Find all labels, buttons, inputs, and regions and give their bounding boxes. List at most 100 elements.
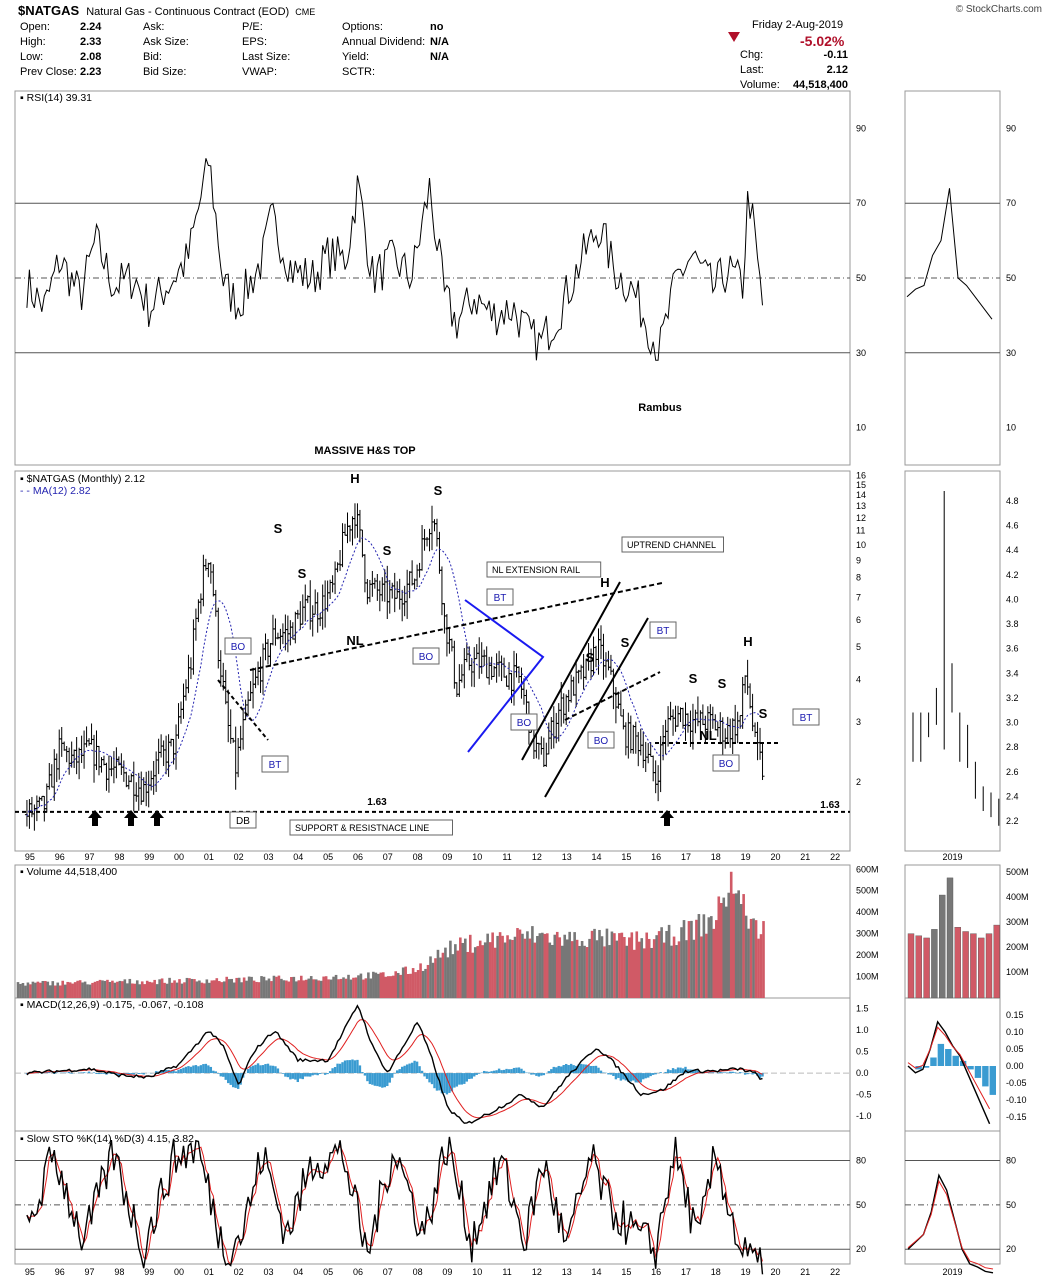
dividend-value: N/A [430,36,449,48]
macd-histogram-bar [532,1073,536,1075]
price-y-tick: 9 [856,555,861,565]
volume-bar [424,968,427,998]
volume-bar [374,972,378,998]
watermark: © StockCharts.com [955,4,1042,15]
text-callout-label: NL EXTENSION RAIL [492,565,580,575]
bid-size-label: Bid Size: [143,66,187,78]
chg-value: -0.11 [823,49,848,61]
volume-bar [536,935,539,998]
macd-histogram-bar [217,1073,220,1074]
volume-bar [111,980,114,998]
volume-bar [381,972,385,998]
x-tick-label: 14 [592,1267,602,1277]
macd-histogram-bar [632,1073,635,1081]
macd-histogram-bar [542,1073,546,1076]
volume-bar [29,984,32,998]
price-inset-y-tick: 3.8 [1006,619,1019,629]
volume-bar [749,918,753,998]
price-inset-y-tick: 3.0 [1006,718,1019,728]
volume-bar [195,981,199,998]
inset-volume-bar [985,933,993,999]
macd-histogram-bar [473,1073,476,1077]
macd-histogram-bar [425,1073,429,1079]
volume-bar [637,941,641,998]
volume-bar [384,976,388,998]
volume-bar [628,937,631,998]
volume-bar [83,981,87,998]
volume-bar [113,982,117,998]
macd-histogram-bar [654,1073,657,1075]
last-label: Last: [740,64,764,76]
price-y-tick: 10 [856,540,866,550]
x-tick-label: 15 [621,1267,631,1277]
pct-change: -5.02% [800,33,845,49]
yield-label: Yield: [342,51,370,63]
volume-bar [163,982,166,998]
x-tick-label: 08 [413,852,423,862]
macd-histogram-bar [550,1069,553,1074]
x-tick-label: 99 [144,852,154,862]
macd-histogram-bar [331,1068,334,1074]
stats-col-5: Chg: -0.11 Last: 2.12 Volume: 44,518,400 [740,48,848,93]
price-inset-y-tick: 4.0 [1006,594,1019,604]
macd-histogram-bar [286,1073,290,1078]
volume-bar [180,983,184,998]
volume-bar [548,942,552,998]
volume-bar [752,918,755,998]
volume-bar [727,892,731,998]
inset-macd-histogram-bar [967,1066,974,1070]
macd-histogram-bar [562,1065,565,1074]
price-y-tick: 15 [856,480,866,490]
macd-histogram-bar [383,1073,386,1088]
macd-line [26,1004,763,1124]
macd-histogram-bar [535,1073,538,1076]
x-tick-label: 22 [830,1267,840,1277]
macd-histogram-bar [487,1071,491,1074]
macd-histogram-bar [597,1067,600,1074]
macd-histogram-bar [530,1073,533,1075]
price-inset-y-tick: 4.4 [1006,545,1019,555]
macd-histogram-bar [587,1065,590,1074]
inset-volume-bar [907,933,915,999]
macd-histogram-bar [77,1072,81,1074]
macd-histogram-bar [676,1067,680,1074]
price-inset-y-tick: 2.4 [1006,791,1019,801]
inset-volume-bar [954,927,961,999]
macd-histogram-bar [560,1066,563,1074]
macd-histogram-bar [726,1072,729,1074]
macd-histogram-bar [505,1068,508,1074]
volume-bar [242,977,246,998]
volume-bar [91,982,94,998]
x-tick-label: 04 [293,1267,303,1277]
volume-bar [377,973,380,998]
macd-histogram-bar [724,1072,727,1074]
macd-histogram-bar [179,1068,183,1074]
macd-histogram-bar [637,1073,640,1083]
volume-bar [277,975,281,998]
macd-histogram-bar [261,1065,265,1074]
volume-bar [456,950,460,998]
low-value: 2.08 [80,51,102,63]
volume-bar [615,940,619,998]
volume-bar [73,982,77,998]
macd-histogram-bar [445,1073,449,1095]
x-tick-label: 98 [114,852,124,862]
x-tick-label: 12 [532,852,542,862]
volume-bar [200,982,204,998]
stats-col-4: Options: no Annual Dividend: N/A Yield: N/A… [342,20,449,80]
volume-bar [546,933,549,998]
x-tick-label: 05 [323,1267,333,1277]
macd-histogram-bar [204,1063,208,1074]
volume-bar [357,975,360,998]
inset-signal-line [907,1026,991,1110]
macd-histogram-bar [271,1065,275,1074]
pattern-label: H [743,634,752,649]
inset-macd-histogram-bar [915,1066,922,1070]
volume-bar [476,946,480,998]
macd-histogram-bar [182,1067,185,1074]
macd-histogram-bar [110,1073,113,1075]
volume-bar [682,920,686,998]
macd-histogram-bar [348,1060,352,1074]
volume-bar [153,979,156,998]
macd-histogram-bar [522,1070,526,1074]
